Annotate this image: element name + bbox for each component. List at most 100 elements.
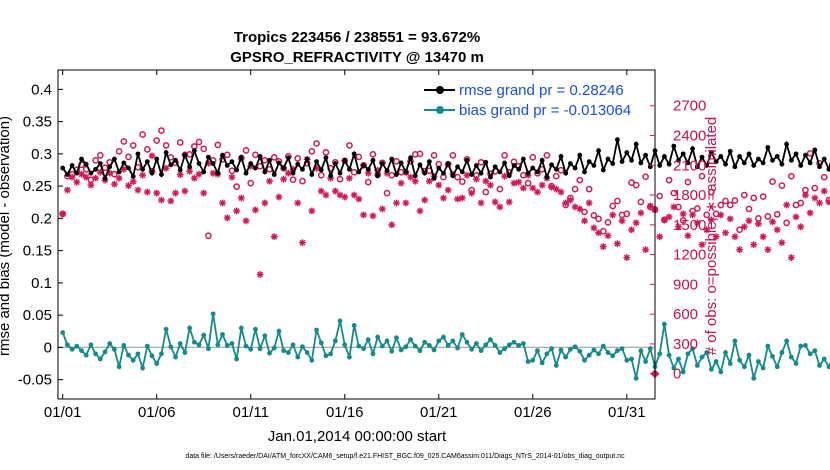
bias-point [459,332,465,337]
bias-point [375,334,381,340]
obs-assimilated-point [787,254,795,261]
rmse-point [483,159,489,165]
obs-possible-point [92,156,99,164]
rmse-point [97,161,103,166]
bias-point [591,347,597,353]
rmse-point [431,175,437,181]
obs-possible-point [552,172,560,180]
obs-possible-point [642,173,649,181]
bias-point [257,346,263,352]
rmse-point [74,170,80,176]
bias-point [361,346,366,352]
obs-possible-point [252,151,259,159]
bias-point [426,343,432,348]
obs-assimilated-point [825,198,830,206]
bias-point [65,342,70,348]
rmse-point [492,164,498,170]
bias-point [553,363,559,368]
obs-assimilated-point [388,221,396,229]
bias-point [657,351,663,357]
rmse-point [478,170,484,176]
obs-assimilated-point [360,211,367,219]
bias-point [116,364,122,370]
rmse-point [539,157,545,163]
obs-assimilated-point [792,213,800,221]
bias-point [558,347,564,353]
obs-possible-point [712,210,720,218]
rmse-point [709,150,714,155]
obs-possible-point [740,191,748,199]
bias-point [737,357,743,363]
rmse-point [243,170,249,176]
obs-possible-point [656,192,664,200]
rmse-point [300,166,305,172]
y-left-tick-label: -0.05 [18,372,52,389]
obs-assimilated-point [308,207,316,215]
bias-point [596,351,601,357]
obs-assimilated-point [172,189,179,197]
bias-point [506,342,512,348]
rmse-point [384,168,390,174]
bias-point [379,343,385,349]
rmse-point [591,163,597,168]
bias-point [253,326,258,332]
obs-possible-point [176,139,184,146]
obs-assimilated-point [129,178,137,186]
rmse-point [257,154,263,159]
rmse-point [614,137,620,143]
obs-assimilated-point [806,209,814,217]
rmse-point [723,161,728,167]
rmse-point [535,169,540,175]
bias-point [441,334,446,340]
rmse-point [638,160,644,166]
obs-assimilated-point [661,216,668,224]
rmse-point [469,172,475,177]
rmse-point [694,164,700,170]
bias-point [121,343,127,348]
rmse-point [238,154,244,160]
rmse-point [662,154,667,159]
bias-point [168,344,174,350]
obs-assimilated-point [487,181,494,189]
rmse-point [370,157,376,163]
rmse-point [163,150,169,155]
obs-possible-point [670,189,678,197]
bias-point [605,350,611,355]
bias-point [662,321,667,327]
obs-assimilated-point [496,203,504,211]
x-axis-ticks: 01/01 01/06 01/11 01/16 01/21 01/26 01/31 [44,70,646,421]
rmse-point [149,170,155,176]
obs-assimilated-point [802,191,809,199]
obs-possible-point [665,176,673,184]
bias-point [300,344,305,350]
bias-point [229,341,235,346]
bias-point [309,357,315,363]
bias-point [624,357,630,363]
obs-assimilated-point [491,198,499,206]
rmse-point [365,166,371,172]
obs-possible-point [195,138,203,146]
obs-possible-point [769,178,776,186]
obs-assimilated-point [759,233,767,241]
bias-point [295,354,301,360]
bias-point [314,327,319,333]
rmse-point [173,157,178,163]
bias-point [685,351,691,357]
rmse-point [196,161,202,166]
chart-title-line2: GPSRO_REFRACTIVITY @ 13470 m [230,49,484,66]
obs-possible-point [806,150,814,157]
rmse-point [544,174,550,180]
rmse-point [821,156,827,162]
rmse-point [619,159,625,165]
obs-assimilated-point [581,217,588,225]
bias-point [699,354,705,360]
obs-possible-point [797,199,805,207]
bias-point [502,346,507,352]
bias-point [807,351,813,357]
obs-assimilated-point [200,189,208,197]
rmse-point [563,170,569,176]
bias-point [135,351,141,357]
rmse-point [445,161,451,166]
rmse-point [337,170,343,176]
bias-point [436,338,442,344]
